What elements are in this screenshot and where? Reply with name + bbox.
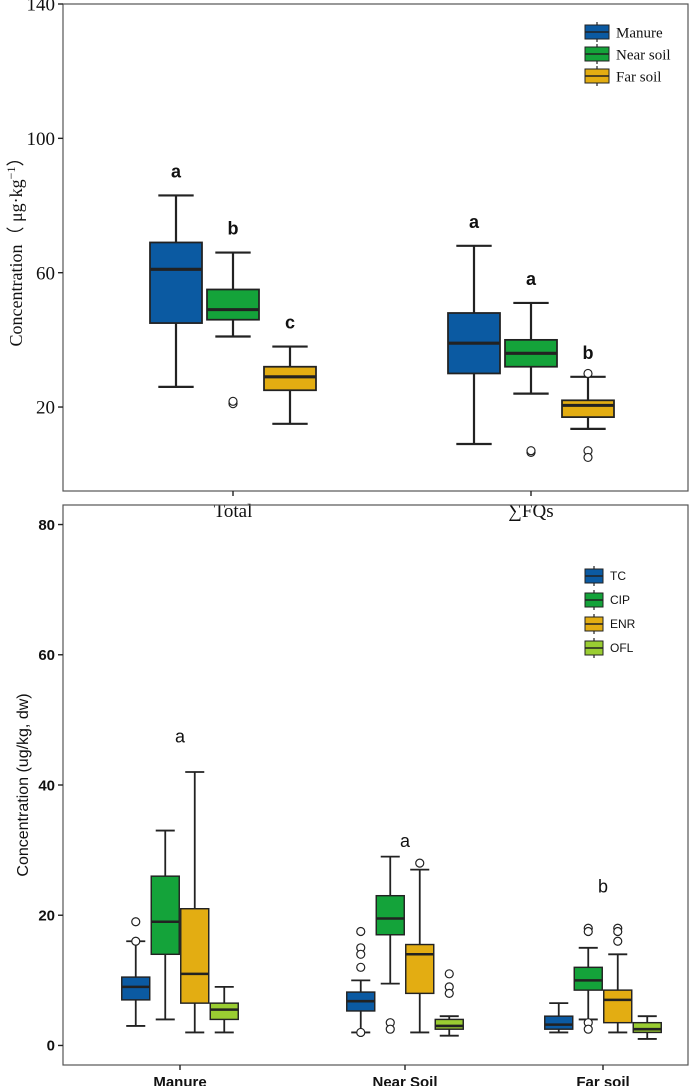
panel-top: Concentration（ μg·kg−1） 20 60 100 140 Total ∑…: [4, 0, 689, 522]
panel-bottom-group-letter-near-soil: a: [400, 831, 411, 851]
panel-top-legend-label-far-soil: Far soil: [616, 69, 661, 85]
panel-bottom-enr-near-soil-outlier: [415, 858, 425, 868]
panel-bottom-cip-far-soil-box: [573, 966, 603, 991]
panel-bottom-tc-near-soil-outlier: [356, 962, 366, 972]
panel-bottom-x-tick-label-far-soil: Far soil: [576, 1074, 629, 1086]
panel-bottom-enr-far-soil-outlier: [613, 926, 623, 937]
panel-bottom-legend-label-cip: CIP: [610, 593, 630, 607]
panel-bottom-cip-far-soil-outlier: [583, 926, 593, 937]
panel-bottom-tc-manure-outlier: [131, 917, 141, 927]
panel-bottom-y-tick-label: 40: [38, 777, 55, 794]
panel-top-x-tick-label-total: Total: [214, 501, 253, 522]
panel-bottom-enr-far-soil-outlier: [613, 936, 623, 946]
panel-bottom-legend-label-ofl: OFL: [610, 641, 634, 655]
panel-top-manure-total-box: [149, 241, 203, 324]
panel-bottom: Concentration (ug/kg, dw) 0 20 40 60 80 Manur…: [15, 504, 689, 1086]
panel-bottom-legend-label-tc: TC: [610, 569, 626, 583]
panel-bottom-tc-far-soil-box: [544, 1015, 574, 1030]
panel-bottom-tc-manure-outlier: [131, 936, 141, 946]
panel-bottom-group-letter-manure: a: [175, 727, 186, 747]
panel-bottom-tc-near-soil-outlier: [356, 949, 366, 959]
panel-top-y-tick-label: 60: [36, 263, 55, 284]
panel-top-near-soil-total-box: [206, 288, 260, 321]
panel-top-far-soil-fqs-significance-letter: b: [583, 343, 594, 363]
panel-bottom-legend-label-enr: ENR: [610, 617, 636, 631]
panel-top-near-soil-fqs-outlier: [526, 446, 536, 456]
panel-bottom-x-tick-label-near-soil: Near Soil: [372, 1074, 437, 1086]
panel-top-y-axis-label-superscript: −1: [4, 167, 18, 180]
panel-top-far-soil-total-box: [263, 365, 317, 392]
panel-bottom-x-tick-label-manure: Manure: [153, 1074, 206, 1086]
panel-bottom-enr-far-soil-box: [603, 989, 633, 1024]
panel-bottom-enr-near-soil-box: [405, 943, 435, 995]
panel-top-y-tick-label: 140: [27, 0, 56, 16]
panel-top-manure-total-significance-letter: a: [171, 161, 182, 181]
panel-top-near-soil-total-outlier: [228, 396, 238, 406]
panel-bottom-ofl-near-soil-outlier: [444, 969, 454, 979]
panel-top-far-soil-fqs-outlier: [583, 452, 593, 463]
panel-top-near-soil-fqs-significance-letter: a: [526, 269, 537, 289]
panel-top-y-axis-label-prefix: Concentration（ μg·kg: [6, 179, 26, 346]
panel-top-legend-label-near-soil: Near soil: [616, 47, 671, 63]
panel-top-far-soil-fqs-box: [561, 399, 615, 418]
panel-top-legend-label-manure: Manure: [616, 25, 663, 41]
panel-bottom-group-letter-far-soil: b: [598, 876, 608, 896]
panel-bottom-ofl-near-soil-outlier: [444, 988, 454, 998]
panel-bottom-y-tick-label: 80: [38, 517, 55, 534]
panel-top-legend: Manure Near soil Far soil: [584, 22, 671, 86]
panel-bottom-tc-near-soil-outlier: [356, 926, 366, 937]
panel-top-y-axis-label: Concentration（ μg·kg−1）: [4, 149, 26, 347]
panel-bottom-legend: TC CIP ENR OFL: [584, 566, 636, 658]
panel-bottom-enr-manure-box: [180, 908, 210, 1004]
panel-bottom-tc-near-soil-outlier: [356, 1027, 366, 1038]
panel-top-y-axis-label-suffix: ）: [6, 149, 26, 167]
panel-bottom-y-tick-label: 0: [47, 1038, 55, 1055]
panel-bottom-ofl-far-soil-box: [632, 1021, 662, 1034]
panel-top-x-tick-label-fqs: ∑FQs: [508, 501, 553, 522]
panel-top-frame: [62, 3, 689, 492]
panel-top-far-soil-fqs-outlier: [583, 368, 593, 379]
panel-top-y-tick-label: 20: [36, 398, 55, 419]
panel-bottom-cip-manure-box: [150, 875, 180, 956]
panel-bottom-y-tick-label: 20: [38, 907, 55, 924]
panel-top-far-soil-total-significance-letter: c: [285, 313, 295, 333]
panel-bottom-ofl-near-soil-box: [434, 1018, 464, 1030]
panel-bottom-ofl-manure-box: [209, 1002, 239, 1021]
panel-top-y-tick-label: 100: [27, 129, 56, 150]
panel-bottom-tc-manure-box: [121, 976, 151, 1001]
panel-top-manure-fqs-significance-letter: a: [469, 212, 480, 232]
panel-bottom-cip-far-soil-outlier: [583, 1024, 593, 1034]
panel-bottom-y-tick-label: 60: [38, 647, 55, 664]
panel-bottom-y-axis-label: Concentration (ug/kg, dw): [15, 693, 32, 876]
panel-bottom-cip-near-soil-box: [375, 894, 405, 936]
panel-top-near-soil-total-significance-letter: b: [228, 219, 239, 239]
panel-bottom-cip-near-soil-outlier: [385, 1024, 395, 1034]
